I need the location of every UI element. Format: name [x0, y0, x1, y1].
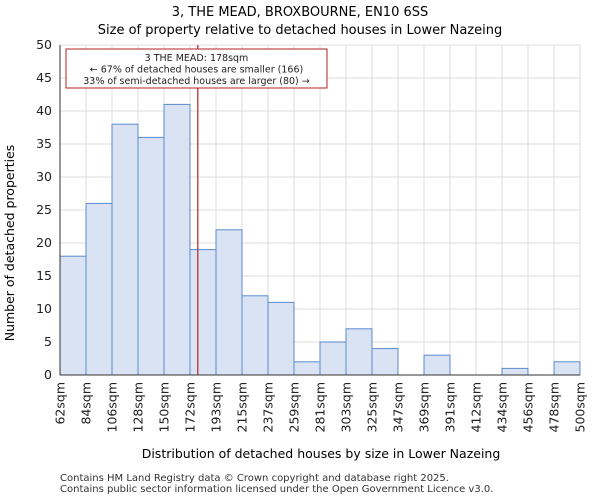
x-tick-label-303sqm: 303sqm	[339, 382, 354, 432]
annotation-line-2: ← 67% of detached houses are smaller (16…	[90, 65, 303, 76]
bar-128sqm	[137, 136, 165, 376]
x-tick-label-215sqm: 215sqm	[235, 382, 250, 432]
x-tick-label-325sqm: 325sqm	[365, 382, 380, 432]
x-tick-label-478sqm: 478sqm	[547, 382, 562, 432]
y-tick-label-25: 25	[36, 202, 52, 217]
x-tick-label-391sqm: 391sqm	[443, 382, 458, 432]
bar-62sqm	[59, 255, 87, 376]
chart-title: 3, THE MEAD, BROXBOURNE, EN10 6SS	[172, 5, 429, 20]
y-tick-label-15: 15	[36, 268, 52, 283]
y-tick-label-45: 45	[36, 70, 52, 85]
bar-237sqm	[267, 301, 295, 376]
y-tick-label-30: 30	[36, 169, 52, 184]
x-tick-labels: 62sqm 84sqm 106sqm 128sqm 150sqm 172sqm 193sqm…	[53, 382, 588, 432]
bar-193sqm	[215, 229, 243, 376]
y-tick-label-0: 0	[44, 367, 52, 382]
x-tick-label-172sqm: 172sqm	[183, 382, 198, 432]
x-tick-label-193sqm: 193sqm	[209, 382, 224, 432]
bar-369sqm	[423, 354, 451, 376]
bar-259sqm	[293, 361, 321, 376]
x-tick-label-281sqm: 281sqm	[313, 382, 328, 432]
y-tick-label-20: 20	[36, 235, 52, 250]
annotation-line-3: 33% of semi-detached houses are larger (…	[83, 76, 310, 87]
chart-subtitle: Size of property relative to detached ho…	[98, 23, 502, 38]
y-tick-label-35: 35	[36, 136, 52, 151]
x-tick-label-412sqm: 412sqm	[469, 382, 484, 432]
bar-281sqm	[319, 341, 347, 376]
bar-434sqm	[501, 367, 529, 376]
bar-84sqm	[85, 202, 113, 376]
x-tick-label-456sqm: 456sqm	[521, 382, 536, 432]
bar-106sqm	[111, 123, 139, 376]
y-tick-label-40: 40	[36, 103, 52, 118]
axes	[59, 45, 580, 376]
x-tick-label-434sqm: 434sqm	[495, 382, 510, 432]
x-tick-label-150sqm: 150sqm	[157, 382, 172, 432]
property-marker: 3 THE MEAD: 178sqm← 67% of detached hous…	[65, 45, 328, 375]
y-tick-label-10: 10	[36, 301, 52, 316]
bar-150sqm	[163, 103, 191, 376]
y-tick-label-50: 50	[36, 37, 52, 52]
x-axis-label: Distribution of detached houses by size …	[142, 446, 501, 461]
bar-325sqm	[371, 348, 399, 376]
x-tick-label-62sqm: 62sqm	[53, 382, 68, 425]
y-tick-label-5: 5	[44, 334, 52, 349]
x-tick-label-128sqm: 128sqm	[131, 382, 146, 432]
bar-172sqm	[189, 249, 217, 376]
annotation-line-1: 3 THE MEAD: 178sqm	[145, 53, 249, 64]
footer-line-2: Contains public sector information licen…	[60, 484, 494, 495]
bar-478sqm	[553, 361, 581, 376]
bar-303sqm	[345, 328, 373, 376]
footer-line-1: Contains HM Land Registry data © Crown c…	[60, 473, 449, 484]
y-axis-label: Number of detached properties	[2, 145, 17, 342]
x-tick-label-259sqm: 259sqm	[287, 382, 302, 432]
bar-215sqm	[241, 295, 269, 376]
bars	[59, 103, 581, 376]
x-tick-label-237sqm: 237sqm	[261, 382, 276, 432]
x-tick-label-347sqm: 347sqm	[391, 382, 406, 432]
x-tick-label-500sqm: 500sqm	[573, 382, 588, 432]
annotation-box	[65, 48, 328, 89]
y-tick-labels: 0 5 10 15 20 25 30 35 40 45 50	[36, 37, 52, 382]
x-tick-label-84sqm: 84sqm	[79, 382, 94, 425]
x-tick-label-106sqm: 106sqm	[105, 382, 120, 432]
x-tick-label-369sqm: 369sqm	[417, 382, 432, 432]
